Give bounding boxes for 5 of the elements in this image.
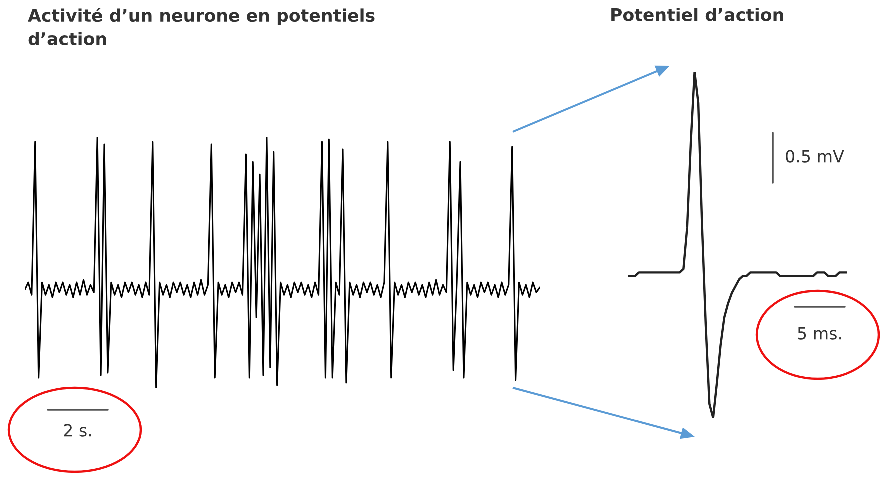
annotation: 0.5 mV [786, 150, 844, 163]
chart-title: Potentiel d’action [612, 8, 784, 22]
chart-title: Activité d’un neurone en potentiels d’action [28, 8, 375, 46]
annotation: 5 ms. [798, 327, 842, 340]
text: 2 s. [64, 424, 92, 437]
